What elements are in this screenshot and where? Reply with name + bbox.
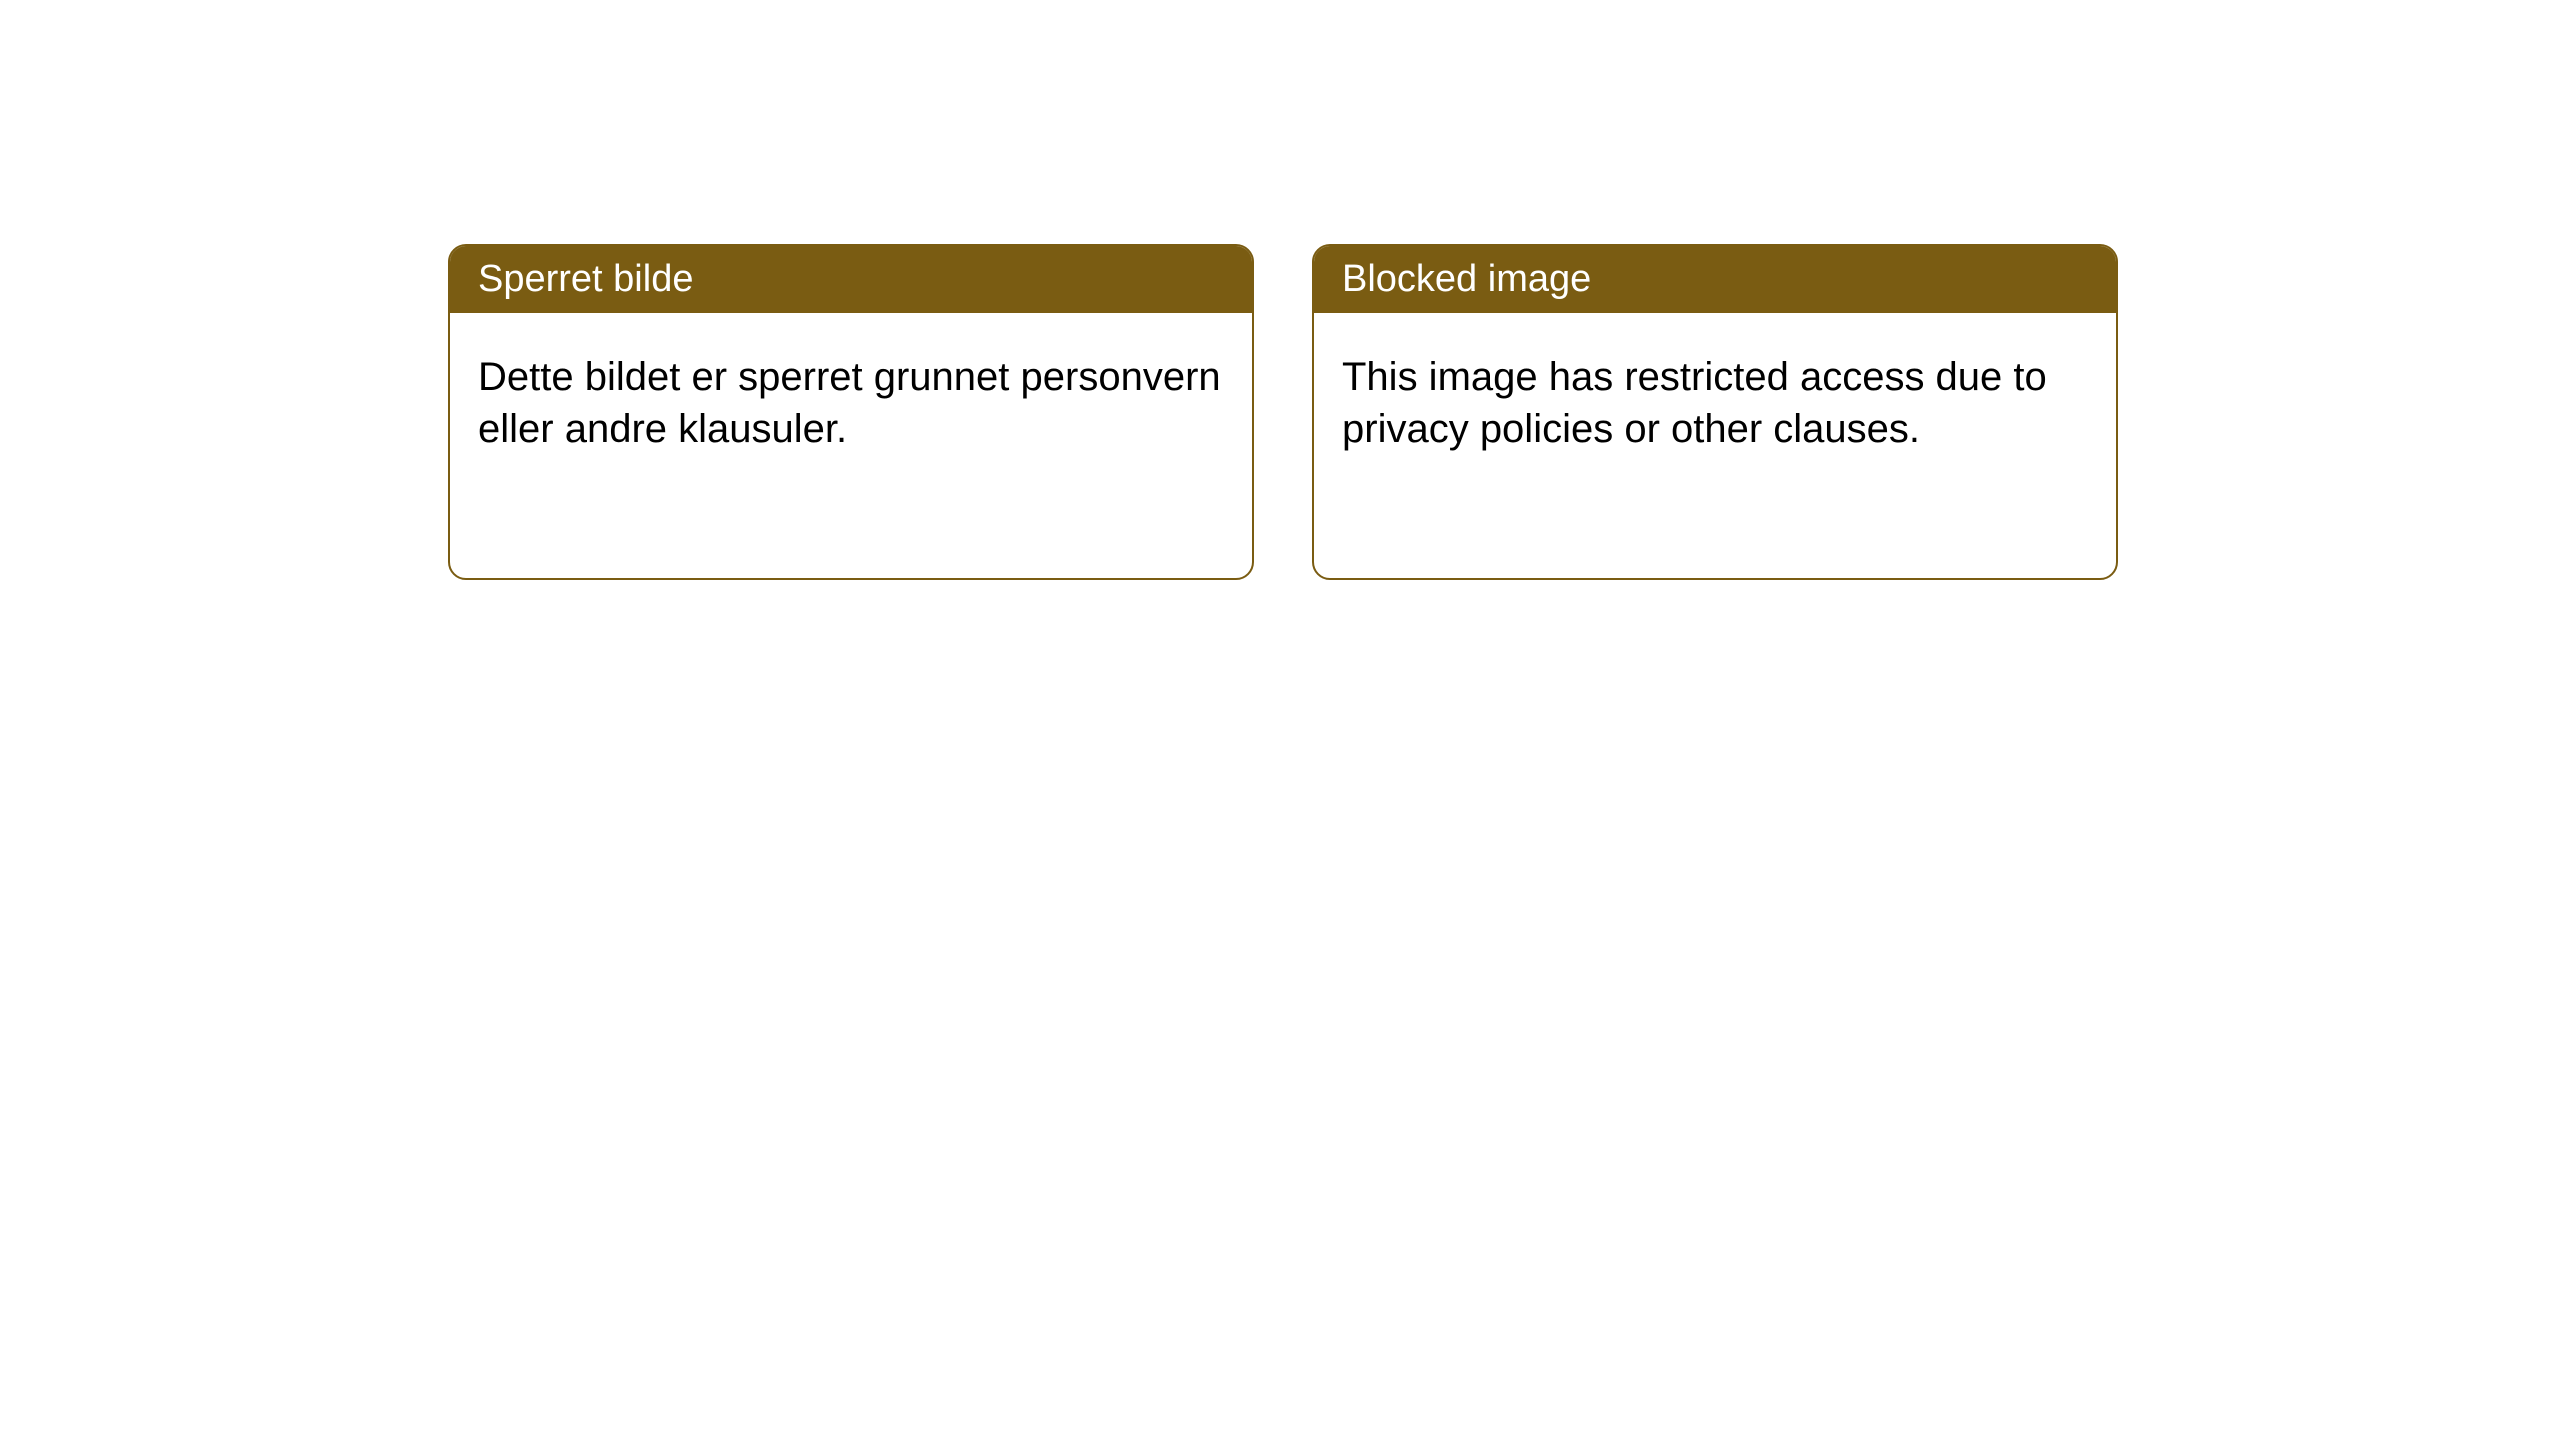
blocked-image-card-no: Sperret bilde Dette bildet er sperret gr… [448,244,1254,580]
blocked-image-card-en: Blocked image This image has restricted … [1312,244,2118,580]
card-body: This image has restricted access due to … [1314,313,2116,493]
card-title: Sperret bilde [450,246,1252,313]
card-body: Dette bildet er sperret grunnet personve… [450,313,1252,493]
notice-container: Sperret bilde Dette bildet er sperret gr… [0,0,2560,580]
card-title: Blocked image [1314,246,2116,313]
